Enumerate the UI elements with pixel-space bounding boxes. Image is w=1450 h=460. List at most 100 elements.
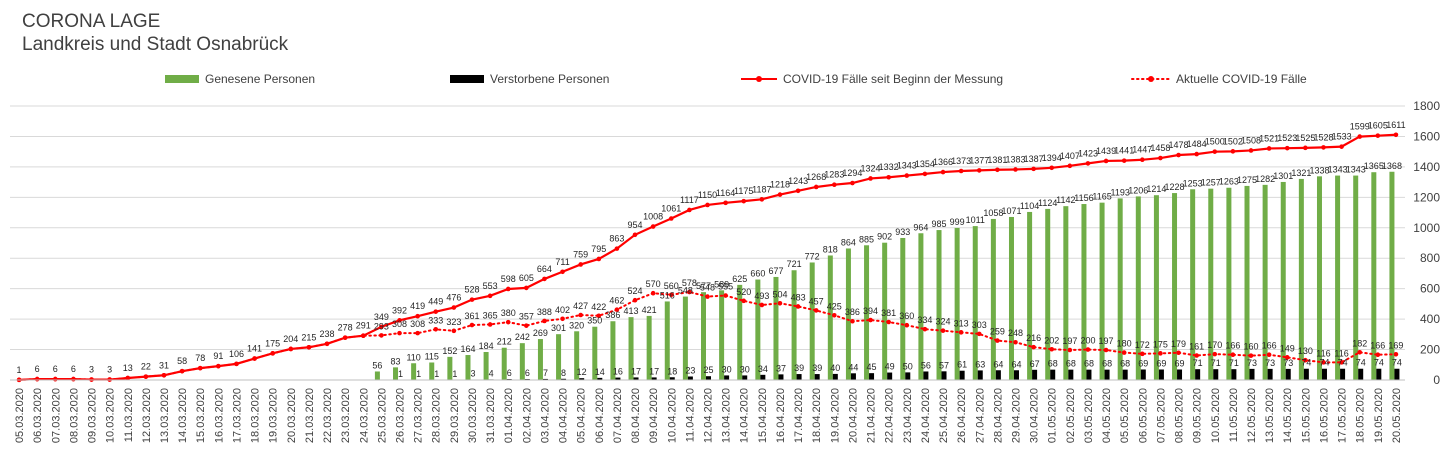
label-verstorbene: 37 bbox=[776, 363, 786, 373]
point-active bbox=[777, 300, 783, 306]
point-active bbox=[705, 294, 710, 299]
label-verstorbene: 50 bbox=[903, 361, 913, 371]
label-verstorbene: 69 bbox=[1138, 358, 1148, 368]
label-active: 116 bbox=[1316, 348, 1330, 358]
label-verstorbene: 74 bbox=[1356, 358, 1366, 368]
point-active bbox=[1176, 350, 1181, 356]
point-active bbox=[179, 368, 185, 374]
label-verstorbene: 1 bbox=[416, 369, 421, 379]
point-active bbox=[360, 333, 366, 339]
label-cumulative: 598 bbox=[501, 274, 516, 284]
label-cumulative: 31 bbox=[159, 360, 169, 370]
label-cumulative: 1394 bbox=[1042, 153, 1062, 163]
bar-genesene bbox=[990, 218, 996, 380]
x-tick-label: 17.04.2020 bbox=[793, 388, 805, 443]
point-cumulative bbox=[1121, 158, 1127, 163]
label-genesene: 1365 bbox=[1364, 161, 1384, 171]
point-active bbox=[668, 292, 674, 298]
x-tick-label: 24.03.2020 bbox=[358, 388, 370, 443]
label-active: 333 bbox=[428, 315, 443, 325]
x-tick-label: 05.04.2020 bbox=[576, 388, 588, 443]
point-cumulative bbox=[596, 256, 602, 262]
label-active: 197 bbox=[1062, 336, 1077, 346]
bar-genesene bbox=[1244, 185, 1250, 380]
label-verstorbene: 1 bbox=[452, 369, 457, 379]
point-active bbox=[1212, 351, 1218, 357]
x-tick-label: 07.05.2020 bbox=[1155, 388, 1167, 443]
x-tick-label: 25.03.2020 bbox=[376, 388, 388, 443]
label-cumulative: 795 bbox=[591, 244, 606, 254]
label-cumulative: 6 bbox=[53, 364, 58, 374]
point-active bbox=[741, 298, 747, 304]
label-cumulative: 6 bbox=[71, 364, 76, 374]
x-tick-label: 18.05.2020 bbox=[1355, 388, 1367, 443]
point-active bbox=[52, 376, 58, 382]
point-active bbox=[1103, 347, 1109, 353]
label-cumulative: 605 bbox=[519, 273, 534, 283]
legend-label: Genesene Personen bbox=[205, 72, 315, 86]
label-verstorbene: 17 bbox=[649, 366, 659, 376]
label-verstorbene: 69 bbox=[1156, 358, 1166, 368]
point-cumulative bbox=[741, 198, 747, 204]
bar-genesene bbox=[1008, 216, 1014, 380]
label-active: 357 bbox=[519, 312, 534, 322]
label-verstorbene: 68 bbox=[1084, 359, 1094, 369]
label-genesene: 1206 bbox=[1128, 185, 1148, 195]
y-tick-label: 800 bbox=[1420, 251, 1440, 265]
label-genesene: 413 bbox=[624, 306, 639, 316]
label-genesene: 964 bbox=[913, 222, 928, 232]
label-active: 402 bbox=[555, 305, 570, 315]
point-cumulative bbox=[542, 276, 547, 282]
x-tick-label: 10.04.2020 bbox=[666, 388, 678, 443]
bar-verstorbene bbox=[1303, 368, 1309, 380]
bar-verstorbene bbox=[814, 374, 820, 380]
label-verstorbene: 8 bbox=[561, 368, 566, 378]
label-active: 425 bbox=[827, 301, 842, 311]
label-genesene: 1343 bbox=[1328, 165, 1348, 175]
label-active: 578 bbox=[682, 278, 697, 288]
point-cumulative bbox=[922, 171, 928, 177]
point-active bbox=[995, 338, 1000, 343]
bar-verstorbene bbox=[1013, 370, 1019, 380]
bar-verstorbene bbox=[1032, 369, 1038, 380]
label-verstorbene: 73 bbox=[1247, 358, 1257, 368]
label-cumulative: 1458 bbox=[1150, 143, 1170, 153]
label-genesene: 301 bbox=[551, 323, 566, 333]
label-verstorbene: 4 bbox=[489, 368, 494, 378]
point-active bbox=[795, 304, 801, 309]
label-cumulative: 449 bbox=[428, 297, 443, 307]
label-genesene: 1156 bbox=[1074, 193, 1093, 203]
point-active bbox=[216, 363, 221, 369]
legend-label: Verstorbene Personen bbox=[490, 72, 609, 86]
point-cumulative bbox=[415, 313, 420, 319]
point-active bbox=[397, 330, 402, 336]
label-verstorbene: 30 bbox=[740, 364, 750, 374]
point-active bbox=[868, 317, 873, 323]
x-tick-label: 29.04.2020 bbox=[1010, 388, 1022, 443]
bar-verstorbene bbox=[1050, 369, 1056, 380]
bar-genesene bbox=[537, 339, 543, 380]
label-cumulative: 1324 bbox=[861, 163, 881, 173]
label-active: 166 bbox=[1225, 341, 1240, 351]
point-cumulative bbox=[995, 167, 1000, 173]
x-tick-label: 20.03.2020 bbox=[286, 388, 298, 443]
label-cumulative: 1423 bbox=[1078, 148, 1098, 158]
bar-genesene bbox=[900, 237, 906, 380]
point-cumulative bbox=[1339, 144, 1344, 149]
point-cumulative bbox=[1266, 146, 1272, 151]
label-genesene: 589 bbox=[714, 279, 729, 289]
label-active: 166 bbox=[1262, 341, 1277, 351]
point-active bbox=[161, 372, 167, 378]
bar-verstorbene bbox=[724, 375, 730, 380]
bar-verstorbene bbox=[1122, 369, 1128, 380]
x-tick-label: 21.04.2020 bbox=[866, 388, 878, 443]
x-tick-label: 27.03.2020 bbox=[413, 388, 425, 443]
label-genesene: 1343 bbox=[1346, 165, 1366, 175]
label-cumulative: 215 bbox=[301, 332, 316, 342]
label-active: 180 bbox=[1117, 339, 1132, 349]
point-active bbox=[759, 302, 765, 308]
label-active: 483 bbox=[791, 292, 806, 302]
point-active bbox=[1357, 349, 1363, 355]
point-cumulative bbox=[1176, 152, 1181, 158]
label-genesene: 1257 bbox=[1201, 178, 1221, 188]
